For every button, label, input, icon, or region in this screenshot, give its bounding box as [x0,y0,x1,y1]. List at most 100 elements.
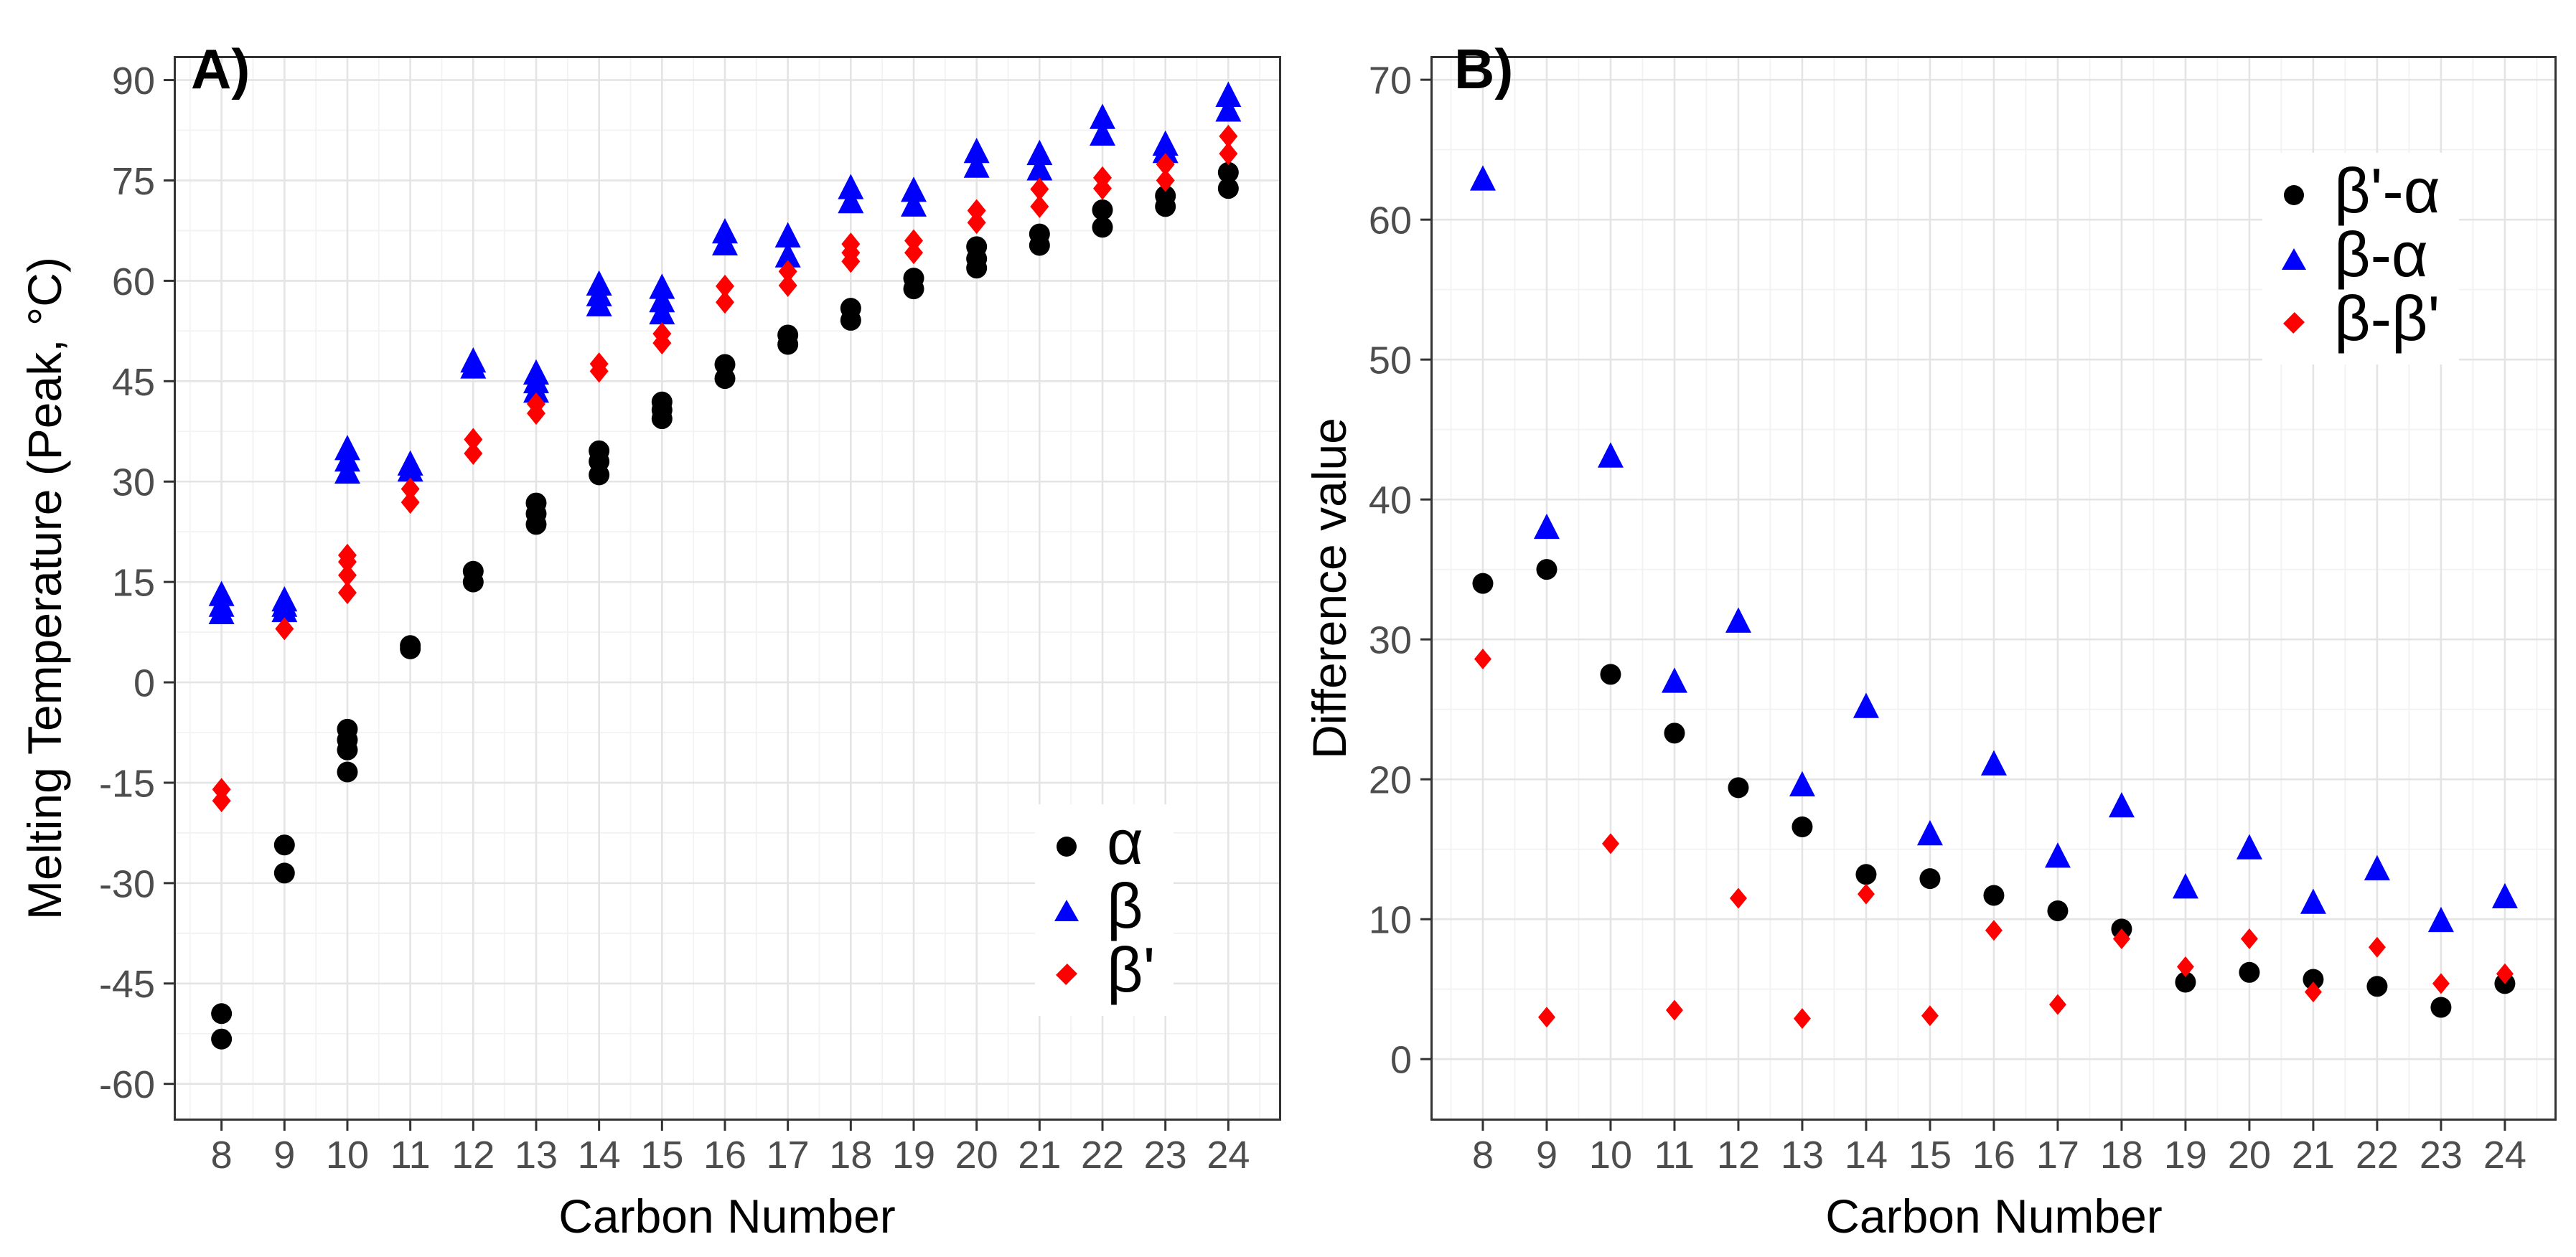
point-beta-minus-beta-prime [1985,920,2003,941]
point-beta-minus-alpha [1725,607,1751,633]
legend-label-beta-prime-minus-alpha: β'-α [2334,154,2440,226]
point-beta-minus-beta-prime [2496,963,2514,984]
x-tick-label: 23 [2420,1134,2463,1177]
point-beta-prime [967,199,986,222]
point-alpha [651,391,673,413]
point-beta-minus-beta-prime [1793,1008,1811,1030]
panel-a-legend: α β β' [1035,804,1174,1016]
point-beta-prime [526,392,545,416]
x-tick-label: 8 [211,1134,233,1177]
point-beta-minus-alpha [1980,750,2007,776]
x-tick-label: 10 [1589,1134,1632,1177]
x-tick-label: 16 [1972,1134,2015,1177]
panel-b-x-axis-title: Carbon Number [1825,1190,2163,1243]
point-beta-minus-alpha [2236,834,2262,860]
point-beta-minus-beta-prime [1601,833,1619,855]
x-tick-label: 19 [892,1134,935,1177]
point-beta-minus-alpha [2172,873,2198,899]
point-alpha [840,298,861,319]
point-alpha [777,324,799,346]
x-tick-label: 15 [1908,1134,1952,1177]
point-beta-minus-alpha [1916,819,1943,846]
point-beta [963,138,990,164]
panel-border [174,56,1281,1121]
triangle-marker-icon [1045,889,1088,932]
point-beta-prime-minus-alpha [1792,816,1813,837]
point-alpha [1029,223,1050,245]
point-beta-prime-minus-alpha [2047,900,2069,921]
point-beta-prime [464,442,483,466]
point-beta [963,152,990,178]
x-tick-label: 21 [2292,1134,2335,1177]
triangle-marker-icon [2272,237,2315,281]
point-beta [1026,155,1053,181]
point-beta-prime [275,617,294,641]
point-beta-prime [904,241,924,265]
point-alpha [400,635,421,656]
legend-label-beta-minus-alpha: β-α [2334,218,2428,290]
y-tick-label: -30 [99,862,155,905]
diamond-marker-icon [2272,301,2315,344]
point-alpha [966,236,988,258]
x-tick-label: 17 [767,1134,810,1177]
x-tick-label: 20 [2228,1134,2271,1177]
circle-marker-icon [1045,825,1088,868]
point-beta [1152,130,1179,156]
point-alpha [903,268,924,289]
point-beta-minus-alpha [2427,906,2454,933]
circle-marker-icon [2272,174,2315,217]
point-beta [901,191,927,217]
legend-item-beta: β [1045,874,1155,942]
y-tick-label: -15 [99,762,155,805]
point-beta-prime [1030,177,1049,201]
x-tick-label: 9 [1536,1134,1558,1177]
point-beta-prime-minus-alpha [1472,573,1494,594]
point-alpha [1217,178,1239,199]
point-beta-prime-minus-alpha [1983,885,2005,906]
point-beta-prime [464,428,483,451]
point-beta [838,174,864,199]
y-tick-label: 40 [1369,479,1412,522]
point-beta-minus-beta-prime [2112,928,2130,949]
point-beta-prime [1156,169,1175,192]
point-beta-prime [401,491,420,514]
point-beta-minus-alpha [1597,442,1624,468]
point-beta-minus-alpha [2364,855,2390,880]
point-beta [649,273,675,299]
y-tick-label: 45 [112,361,155,404]
point-beta-minus-beta-prime [1537,1007,1555,1028]
y-tick-label: -60 [99,1063,155,1106]
point-beta-minus-alpha [1533,513,1560,540]
panel-a-plot: 8 9 10 11 12 13 14 15 16 17 18 19 20 21 22 23 24 -60 -45 -3… [99,56,1281,1177]
point-beta [838,187,864,214]
y-tick-label: 0 [1390,1039,1412,1082]
point-beta [901,176,927,202]
point-alpha [1155,185,1176,207]
point-beta [208,580,235,606]
x-tick-label: 22 [2356,1134,2399,1177]
point-beta [774,222,801,248]
point-beta-minus-alpha [2044,842,2071,868]
point-beta-prime [715,291,734,314]
point-beta-prime [967,211,986,235]
x-tick-label: 11 [1654,1134,1695,1177]
point-beta-minus-beta-prime [2432,973,2450,994]
x-tick-label: 11 [390,1134,431,1177]
legend-item-alpha: α [1045,810,1155,878]
y-tick-label: 30 [112,461,155,504]
x-tick-label: 18 [829,1134,872,1177]
point-beta-minus-alpha [1661,667,1687,693]
point-beta-minus-beta-prime [1729,888,1747,909]
y-tick-label: 50 [1369,339,1412,382]
y-tick-label: 60 [112,260,155,303]
y-tick-label: 75 [112,160,155,203]
point-beta-prime [1156,153,1175,176]
x-tick-label: 13 [1781,1134,1824,1177]
point-beta-prime [212,789,231,813]
x-tick-label: 12 [451,1134,495,1177]
y-tick-label: 0 [134,662,155,705]
diamond-marker-icon [1045,953,1088,996]
y-tick-label: 30 [1369,619,1412,662]
point-beta-minus-beta-prime [2368,936,2386,958]
point-beta-prime-minus-alpha [1664,722,1685,744]
